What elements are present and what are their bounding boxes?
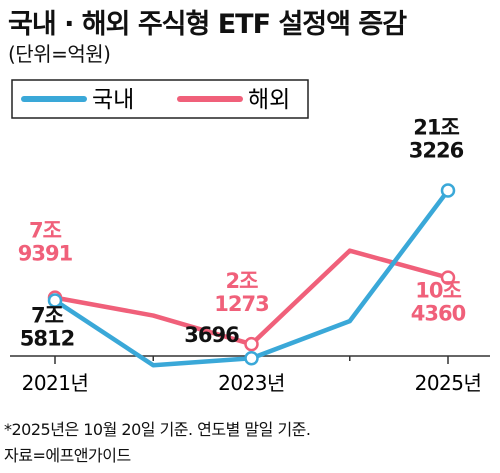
data-point-marker [47, 293, 63, 308]
legend-label-overseas: 해외 [248, 87, 290, 113]
data-label-line: 10조 [415, 279, 461, 303]
data-label-line: 4360 [411, 302, 466, 326]
data-label-line: 3226 [409, 138, 464, 162]
data-label-line: 9391 [18, 242, 73, 266]
data-label-line: 7조 [31, 303, 64, 327]
footnote-source: 자료=에프앤가이드 [4, 446, 131, 465]
data-label-line: 5812 [20, 326, 74, 350]
x-tick-label: 2023년 [218, 371, 285, 395]
legend-label-domestic: 국내 [92, 87, 134, 113]
footnote-basis: *2025년은 10월 20일 기준. 연도별 말일 기준. [4, 420, 311, 439]
x-tick-label: 2021년 [22, 371, 89, 395]
data-label: 21조 3226 [409, 115, 464, 162]
data-point-marker [440, 183, 456, 198]
legend: 국내 해외 [11, 79, 309, 119]
data-label: 2조 1273 [214, 269, 268, 316]
data-point-marker [244, 350, 259, 366]
data-label: 7조 9391 [18, 219, 73, 266]
data-label: 10조 4360 [411, 279, 466, 326]
unit-label: (단위=억원) [8, 42, 111, 66]
data-label: 3696 [184, 323, 239, 347]
data-label-line: 21조 [413, 115, 459, 139]
footnote: *2025년은 10월 20일 기준. 연도별 말일 기준. 자료=에프앤가이드 [4, 417, 311, 469]
data-label-line: 1273 [214, 292, 268, 316]
data-point-marker [244, 336, 259, 352]
data-label-line: 7조 [29, 219, 62, 243]
data-label: 7조 5812 [20, 303, 74, 350]
chart-title: 국내 · 해외 주식형 ETF 설정액 증감 [8, 9, 407, 40]
data-label-line: 2조 [226, 269, 259, 293]
x-tick-label: 2025년 [415, 371, 482, 395]
data-label-line: 3696 [184, 323, 239, 347]
data-point-marker [440, 270, 456, 285]
